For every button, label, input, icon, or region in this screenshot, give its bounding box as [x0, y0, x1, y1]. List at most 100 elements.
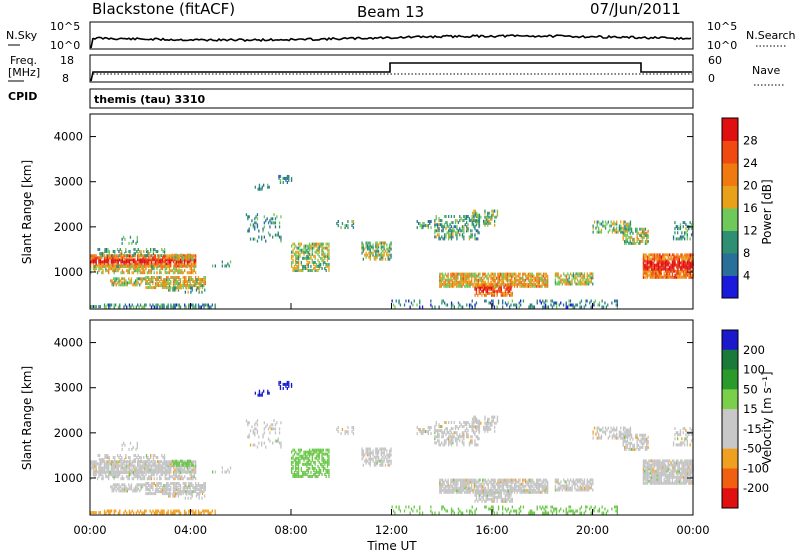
power-cell: [188, 286, 190, 290]
power-cell: [542, 299, 544, 303]
power-cell: [485, 291, 487, 295]
velocity-cell: [134, 458, 137, 462]
power-cell: [113, 269, 115, 273]
power-cell: [475, 221, 477, 225]
power-cell: [602, 220, 604, 224]
power-cell: [643, 229, 645, 233]
power-cell: [646, 263, 649, 267]
velocity-cell: [189, 477, 191, 481]
power-cell: [148, 258, 150, 262]
power-cell: [646, 275, 649, 279]
power-cell: [130, 256, 132, 260]
velocity-cell: [128, 509, 131, 513]
power-cell: [653, 255, 656, 259]
power-cell: [461, 280, 463, 284]
power-cell: [671, 269, 674, 273]
power-cell: [156, 262, 158, 266]
velocity-cell: [95, 511, 97, 515]
power-cell: [99, 305, 101, 309]
velocity-cell: [137, 473, 139, 477]
velocity-cell: [262, 433, 264, 437]
power-cell: [463, 227, 465, 231]
power-cell: [531, 272, 534, 276]
velocity-cell: [154, 466, 157, 470]
velocity-cell: [155, 456, 157, 459]
power-cell: [473, 278, 476, 282]
velocity-cell: [170, 511, 172, 515]
velocity-cell: [152, 471, 154, 475]
power-cell: [484, 223, 486, 227]
power-cell: [441, 299, 443, 303]
power-cell: [128, 269, 130, 273]
velocity-cell: [485, 421, 487, 425]
power-cell: [247, 217, 249, 221]
velocity-cell: [296, 462, 298, 466]
velocity-cell: [160, 464, 162, 468]
power-cell: [174, 280, 176, 283]
power-cell: [488, 285, 490, 289]
power-cell: [453, 305, 455, 309]
velocity-cell: [254, 431, 256, 435]
power-cell: [386, 253, 388, 257]
power-cell: [651, 261, 653, 265]
power-cell: [383, 253, 385, 257]
velocity-cell: [214, 470, 216, 474]
velocity-cell: [144, 483, 146, 487]
velocity-cell: [110, 462, 112, 466]
power-cell: [506, 283, 508, 287]
velocity-cell: [174, 477, 176, 481]
power-cell: [565, 301, 567, 305]
power-cell: [456, 227, 458, 231]
power-cell: [90, 262, 92, 266]
power-cell: [383, 241, 385, 245]
power-cell: [297, 260, 300, 264]
velocity-cell: [170, 466, 172, 470]
power-cell: [204, 278, 206, 281]
power-cell: [175, 276, 177, 279]
power-cell: [689, 275, 691, 279]
velocity-cell: [300, 475, 302, 478]
velocity-cell: [362, 463, 364, 467]
velocity-cell: [352, 428, 355, 431]
power-cell: [326, 254, 329, 258]
power-cell: [482, 287, 484, 291]
power-cell: [590, 272, 592, 276]
power-cell: [586, 276, 588, 280]
velocity-cell: [326, 458, 329, 462]
power-cell: [465, 280, 467, 284]
power-cell: [142, 305, 144, 309]
power-cell: [277, 233, 279, 237]
power-cell: [321, 242, 323, 246]
power-cell: [542, 274, 545, 278]
velocity-cell: [152, 486, 154, 489]
power-cell: [90, 267, 92, 271]
power-cell: [655, 257, 657, 261]
power-cell: [188, 257, 190, 261]
power-cell: [636, 227, 638, 231]
power-cell: [164, 262, 166, 266]
power-cell: [468, 272, 470, 276]
power-cell: [677, 253, 679, 257]
velocity-cell: [309, 475, 311, 478]
power-cell: [110, 256, 112, 260]
power-cell: [372, 251, 374, 255]
power-cell: [583, 282, 586, 286]
power-cell: [515, 282, 517, 286]
power-cell: [504, 291, 507, 295]
power-cell: [478, 283, 480, 287]
power-cell: [455, 278, 458, 282]
power-cell: [621, 230, 623, 234]
velocity-cell: [474, 417, 476, 421]
power-cell: [457, 282, 459, 286]
velocity-cell: [177, 490, 179, 494]
velocity-cell: [125, 485, 127, 489]
power-cell: [466, 227, 468, 231]
power-cell: [466, 217, 468, 221]
velocity-cell: [387, 453, 389, 457]
power-cell: [122, 281, 124, 285]
velocity-cell: [254, 391, 256, 395]
power-cell: [547, 280, 549, 284]
power-cell: [268, 185, 270, 189]
velocity-cell: [159, 462, 161, 466]
power-cell: [675, 265, 678, 269]
